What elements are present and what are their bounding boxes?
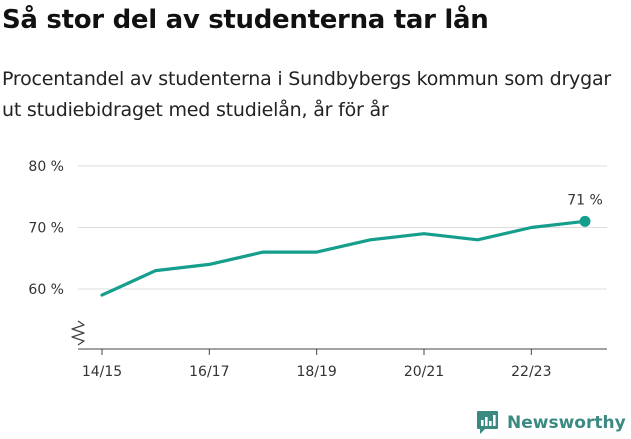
chart-title: Så stor del av studenterna tar lån	[2, 5, 489, 35]
end-point-marker	[579, 215, 591, 227]
y-tick-label: 70 %	[28, 221, 64, 237]
x-tick-label: 22/23	[511, 364, 551, 380]
x-tick-label: 16/17	[189, 364, 229, 380]
x-tick-label: 14/15	[82, 364, 122, 380]
brand-logo[interactable]: Newsworthy	[476, 409, 626, 437]
line-chart: 60 % 70 % 80 % 14/15 16/17 18/19 20/21 22/23 71 …	[28, 159, 607, 380]
x-tick-label: 18/19	[296, 364, 336, 380]
x-tick-label: 20/21	[404, 364, 444, 380]
y-axis-break-icon	[71, 320, 85, 346]
series-line	[100, 219, 587, 297]
end-value-label: 71 %	[567, 192, 603, 208]
brand-name: Newsworthy	[507, 413, 626, 433]
y-tick-label: 60 %	[28, 282, 64, 298]
newsworthy-logo-icon	[477, 411, 498, 434]
chart-subtitle: Procentandel av studenterna i Sundbyberg…	[2, 68, 612, 121]
y-tick-label: 80 %	[28, 159, 64, 175]
